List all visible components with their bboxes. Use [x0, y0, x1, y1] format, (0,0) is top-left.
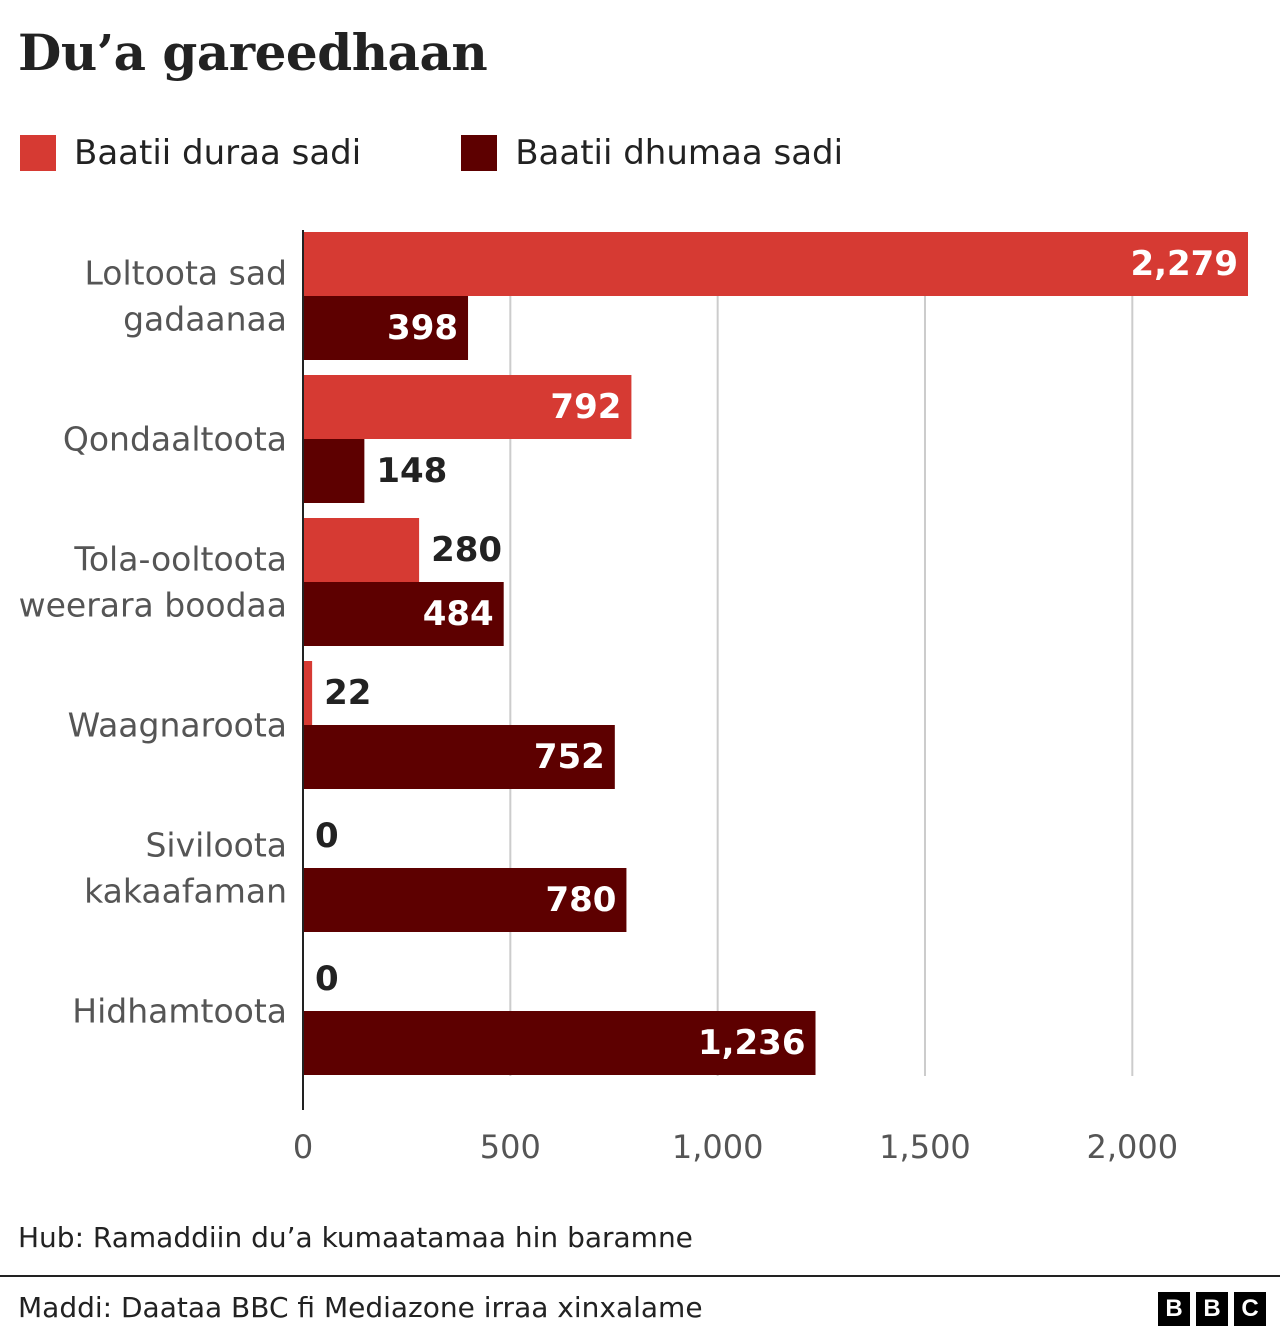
data-label: 2,279	[1130, 244, 1238, 284]
data-label: 752	[534, 737, 605, 777]
data-label: 280	[431, 530, 502, 570]
legend: Baatii duraa sadi Baatii dhumaa sadi	[20, 128, 843, 178]
logo-letter-c: C	[1234, 1292, 1266, 1326]
category-label: Qondaaltoota	[63, 420, 287, 459]
category-label: weerara boodaa	[19, 586, 287, 625]
bar	[303, 1011, 816, 1075]
data-label: 484	[423, 594, 494, 634]
x-tick-label: 1,500	[879, 1128, 971, 1166]
bar	[303, 375, 632, 439]
bar	[303, 296, 469, 360]
category-label: Waagnaroota	[68, 706, 287, 745]
footer-divider	[0, 1275, 1280, 1277]
data-label: 780	[545, 880, 616, 920]
bar	[303, 232, 1248, 296]
legend-item-last-quarter: Baatii dhumaa sadi	[461, 133, 843, 173]
legend-label-first-quarter: Baatii duraa sadi	[74, 133, 362, 173]
x-tick-label: 1,000	[672, 1128, 764, 1166]
bar	[303, 582, 504, 646]
chart-note: Hub: Ramaddiin du’a kumaatamaa hin baram…	[18, 1221, 693, 1254]
data-label: 792	[550, 387, 621, 427]
data-label: 22	[324, 673, 371, 713]
data-label: 398	[387, 308, 458, 348]
logo-letter-b1: B	[1158, 1292, 1190, 1326]
category-label: kakaafaman	[84, 872, 287, 911]
data-label: 0	[315, 816, 339, 856]
x-tick-label: 2,000	[1087, 1128, 1179, 1166]
legend-label-last-quarter: Baatii dhumaa sadi	[515, 133, 844, 173]
data-label: 1,236	[698, 1023, 806, 1063]
category-label: gadaanaa	[123, 300, 287, 339]
category-label: Siviloota	[145, 826, 287, 865]
source-text: Maddi: Daataa BBC fi Mediazone irraa xin…	[18, 1291, 703, 1324]
x-tick-label: 500	[480, 1128, 541, 1166]
logo-letter-b2: B	[1196, 1292, 1228, 1326]
legend-item-first-quarter: Baatii duraa sadi	[20, 133, 361, 173]
category-label: Loltoota sad	[85, 254, 288, 293]
category-label: Hidhamtoota	[72, 992, 287, 1031]
bar	[303, 439, 365, 503]
x-tick-label: 0	[293, 1128, 313, 1166]
bar	[303, 661, 313, 725]
bbc-logo: B B C	[1158, 1292, 1266, 1326]
category-label: Tola-ooltoota	[73, 540, 287, 579]
data-label: 0	[315, 959, 339, 999]
bar	[303, 868, 627, 932]
bar	[303, 518, 420, 582]
chart-title: Du’a gareedhaan	[18, 23, 488, 82]
bar	[303, 725, 615, 789]
bar-chart: 2,279 398 Loltoota sad gadaanaa 792 148 Qondaa…	[19, 230, 1248, 1166]
legend-swatch-first-quarter	[20, 135, 56, 171]
data-label: 148	[376, 451, 447, 491]
legend-swatch-last-quarter	[461, 135, 498, 171]
